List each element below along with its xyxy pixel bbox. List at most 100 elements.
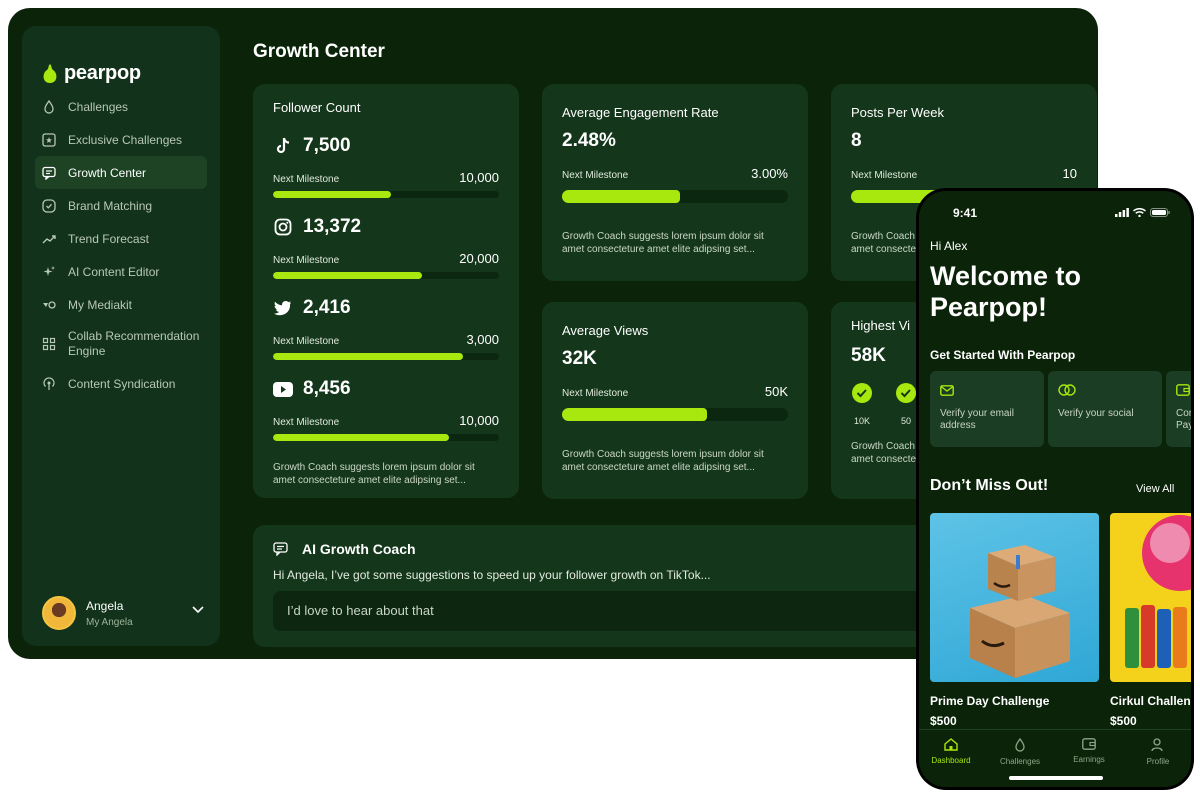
user-name: Angela [86, 598, 124, 613]
pear-logo-icon [43, 63, 57, 83]
sidebar-item-label: Exclusive Challenges [68, 132, 183, 147]
milestone-value: 50K [764, 384, 788, 399]
follower-count: 8,456 [303, 378, 351, 399]
home-indicator [1009, 776, 1103, 780]
card-title: Follower Count [273, 100, 361, 115]
sidebar-item-label: Brand Matching [68, 198, 153, 213]
tab-label: Dashboard [931, 756, 971, 765]
sidebar-nav: Challenges Exclusive Challenges Growth C… [22, 90, 220, 400]
step-label: Verify your social [1058, 408, 1134, 419]
sidebar-item-content-syndication[interactable]: Content Syndication [22, 367, 220, 400]
sidebar-item-my-mediakit[interactable]: My Mediakit [22, 288, 220, 321]
follower-row-twitter: 2,416 Next Milestone 3,000 [273, 297, 499, 360]
phone-screen: 9:41 Hi Alex Welcome to Pearpop! Get Sta… [919, 191, 1191, 787]
milestone-label: Next Milestone [273, 174, 340, 185]
milestone-value: 3,000 [466, 332, 499, 347]
user-menu[interactable]: Angela My Angela [42, 596, 212, 630]
star-box-icon [42, 132, 56, 147]
dont-miss-out-heading: Don’t Miss Out! [930, 477, 1049, 494]
progress-fill [273, 353, 463, 360]
check-circle-icon [42, 198, 56, 213]
check-circle-icon [896, 383, 916, 403]
trend-icon [42, 234, 56, 243]
tab-challenges[interactable]: Challenges [990, 738, 1050, 766]
sidebar-item-challenges[interactable]: Challenges [22, 90, 220, 123]
tab-label: Challenges [999, 757, 1041, 766]
sidebar-item-label: Challenges [68, 99, 129, 114]
card-title: Highest Vi [851, 318, 911, 333]
brand-logo[interactable]: pearpop [42, 62, 141, 85]
progress-bar [562, 190, 788, 203]
tab-profile[interactable]: Profile [1128, 738, 1188, 766]
sidebar: pearpop Challenges Exclusive Challenges … [22, 26, 220, 646]
milestone-label: Next Milestone [562, 170, 629, 181]
promo-price: $500 [930, 714, 957, 728]
follower-count: 13,372 [303, 216, 362, 237]
view-all-link[interactable]: View All [1136, 483, 1175, 495]
sidebar-item-collab-recommendation-engine[interactable]: Collab Recommendation Engine [22, 321, 220, 367]
cirkul-product-image [1125, 515, 1191, 668]
ai-coach-title: AI Growth Coach [302, 541, 416, 557]
milestone-label: Next Milestone [562, 388, 629, 399]
progress-bar [562, 408, 788, 421]
follower-count: 2,416 [303, 297, 351, 318]
status-icons [1115, 208, 1170, 217]
ai-coach-message: Hi Angela, I’ve got some suggestions to … [273, 568, 711, 582]
page-title: Growth Center [253, 41, 385, 62]
growth-coach-text: Growth Coach suggests lorem ipsum dolor … [562, 231, 764, 255]
step-label: 50 [900, 416, 911, 426]
follower-row-tiktok: 7,500 Next Milestone 10,000 [273, 135, 499, 198]
step-10k: 10K [851, 383, 873, 426]
promo-image-cirkul[interactable] [1110, 513, 1191, 682]
ai-coach-input[interactable]: I’d love to hear about that [273, 591, 973, 631]
brand-name: pearpop [64, 62, 141, 84]
card-title: Posts Per Week [851, 105, 944, 120]
sidebar-item-label: My Mediakit [68, 297, 133, 312]
step-card-verify-social[interactable]: Verify your social [1048, 371, 1162, 447]
sidebar-item-ai-content-editor[interactable]: AI Content Editor [22, 255, 220, 288]
sidebar-item-label: Content Syndication [68, 376, 176, 391]
step-label: Con Pay [1176, 408, 1191, 431]
phone-frame: 9:41 Hi Alex Welcome to Pearpop! Get Sta… [916, 188, 1194, 790]
step-card-verify-email[interactable]: Verify your email address [930, 371, 1044, 447]
progress-fill [273, 434, 450, 441]
tab-dashboard[interactable]: Dashboard [921, 738, 981, 765]
milestone-label: Next Milestone [273, 255, 340, 266]
social-icon [1058, 384, 1076, 396]
home-icon [944, 738, 958, 751]
milestone-value: 20,000 [459, 251, 499, 266]
sidebar-item-exclusive-challenges[interactable]: Exclusive Challenges [22, 123, 220, 156]
milestone-label: Next Milestone [851, 170, 918, 181]
sidebar-item-label: AI Content Editor [68, 264, 160, 279]
views-value: 32K [562, 348, 597, 369]
engagement-rate-card: Average Engagement Rate 2.48% Next Miles… [542, 84, 808, 281]
step-label: Verify your email address [940, 408, 1014, 431]
promo-title: Cirkul Challen [1110, 694, 1191, 708]
follower-row-youtube: 8,456 Next Milestone 10,000 [273, 378, 499, 441]
sidebar-item-trend-forecast[interactable]: Trend Forecast [22, 222, 220, 255]
chat-icon [42, 166, 56, 180]
average-views-card: Average Views 32K Next Milestone 50K Grow… [542, 302, 808, 499]
instagram-icon [273, 217, 293, 237]
step-50k: 50 [895, 383, 917, 426]
tiktok-icon [273, 136, 293, 156]
progress-bar [273, 272, 499, 279]
step-card-connect-payment[interactable]: Con Pay [1166, 371, 1191, 447]
follower-count-card: Follower Count 7,500 Next Milestone 10,00… [253, 84, 519, 498]
sidebar-item-brand-matching[interactable]: Brand Matching [22, 189, 220, 222]
chevron-down-icon[interactable] [192, 606, 204, 614]
progress-fill [562, 408, 707, 421]
milestone-value: 3.00% [751, 166, 788, 181]
tab-earnings[interactable]: Earnings [1059, 738, 1119, 764]
highest-value: 58K [851, 345, 886, 366]
sidebar-item-growth-center[interactable]: Growth Center [35, 156, 207, 189]
promo-image-prime-day[interactable] [930, 513, 1099, 682]
status-time: 9:41 [953, 206, 978, 220]
welcome-heading: Welcome to Pearpop! [930, 261, 1082, 322]
progress-fill [562, 190, 680, 203]
bottom-tab-bar: Dashboard Challenges Earnings Profile [919, 729, 1191, 787]
progress-bar [273, 191, 499, 198]
promo-price: $500 [1110, 714, 1137, 728]
grid-icon [42, 337, 56, 351]
growth-coach-text: Growth Coach suggests lorem ipsum dolor … [273, 462, 475, 486]
